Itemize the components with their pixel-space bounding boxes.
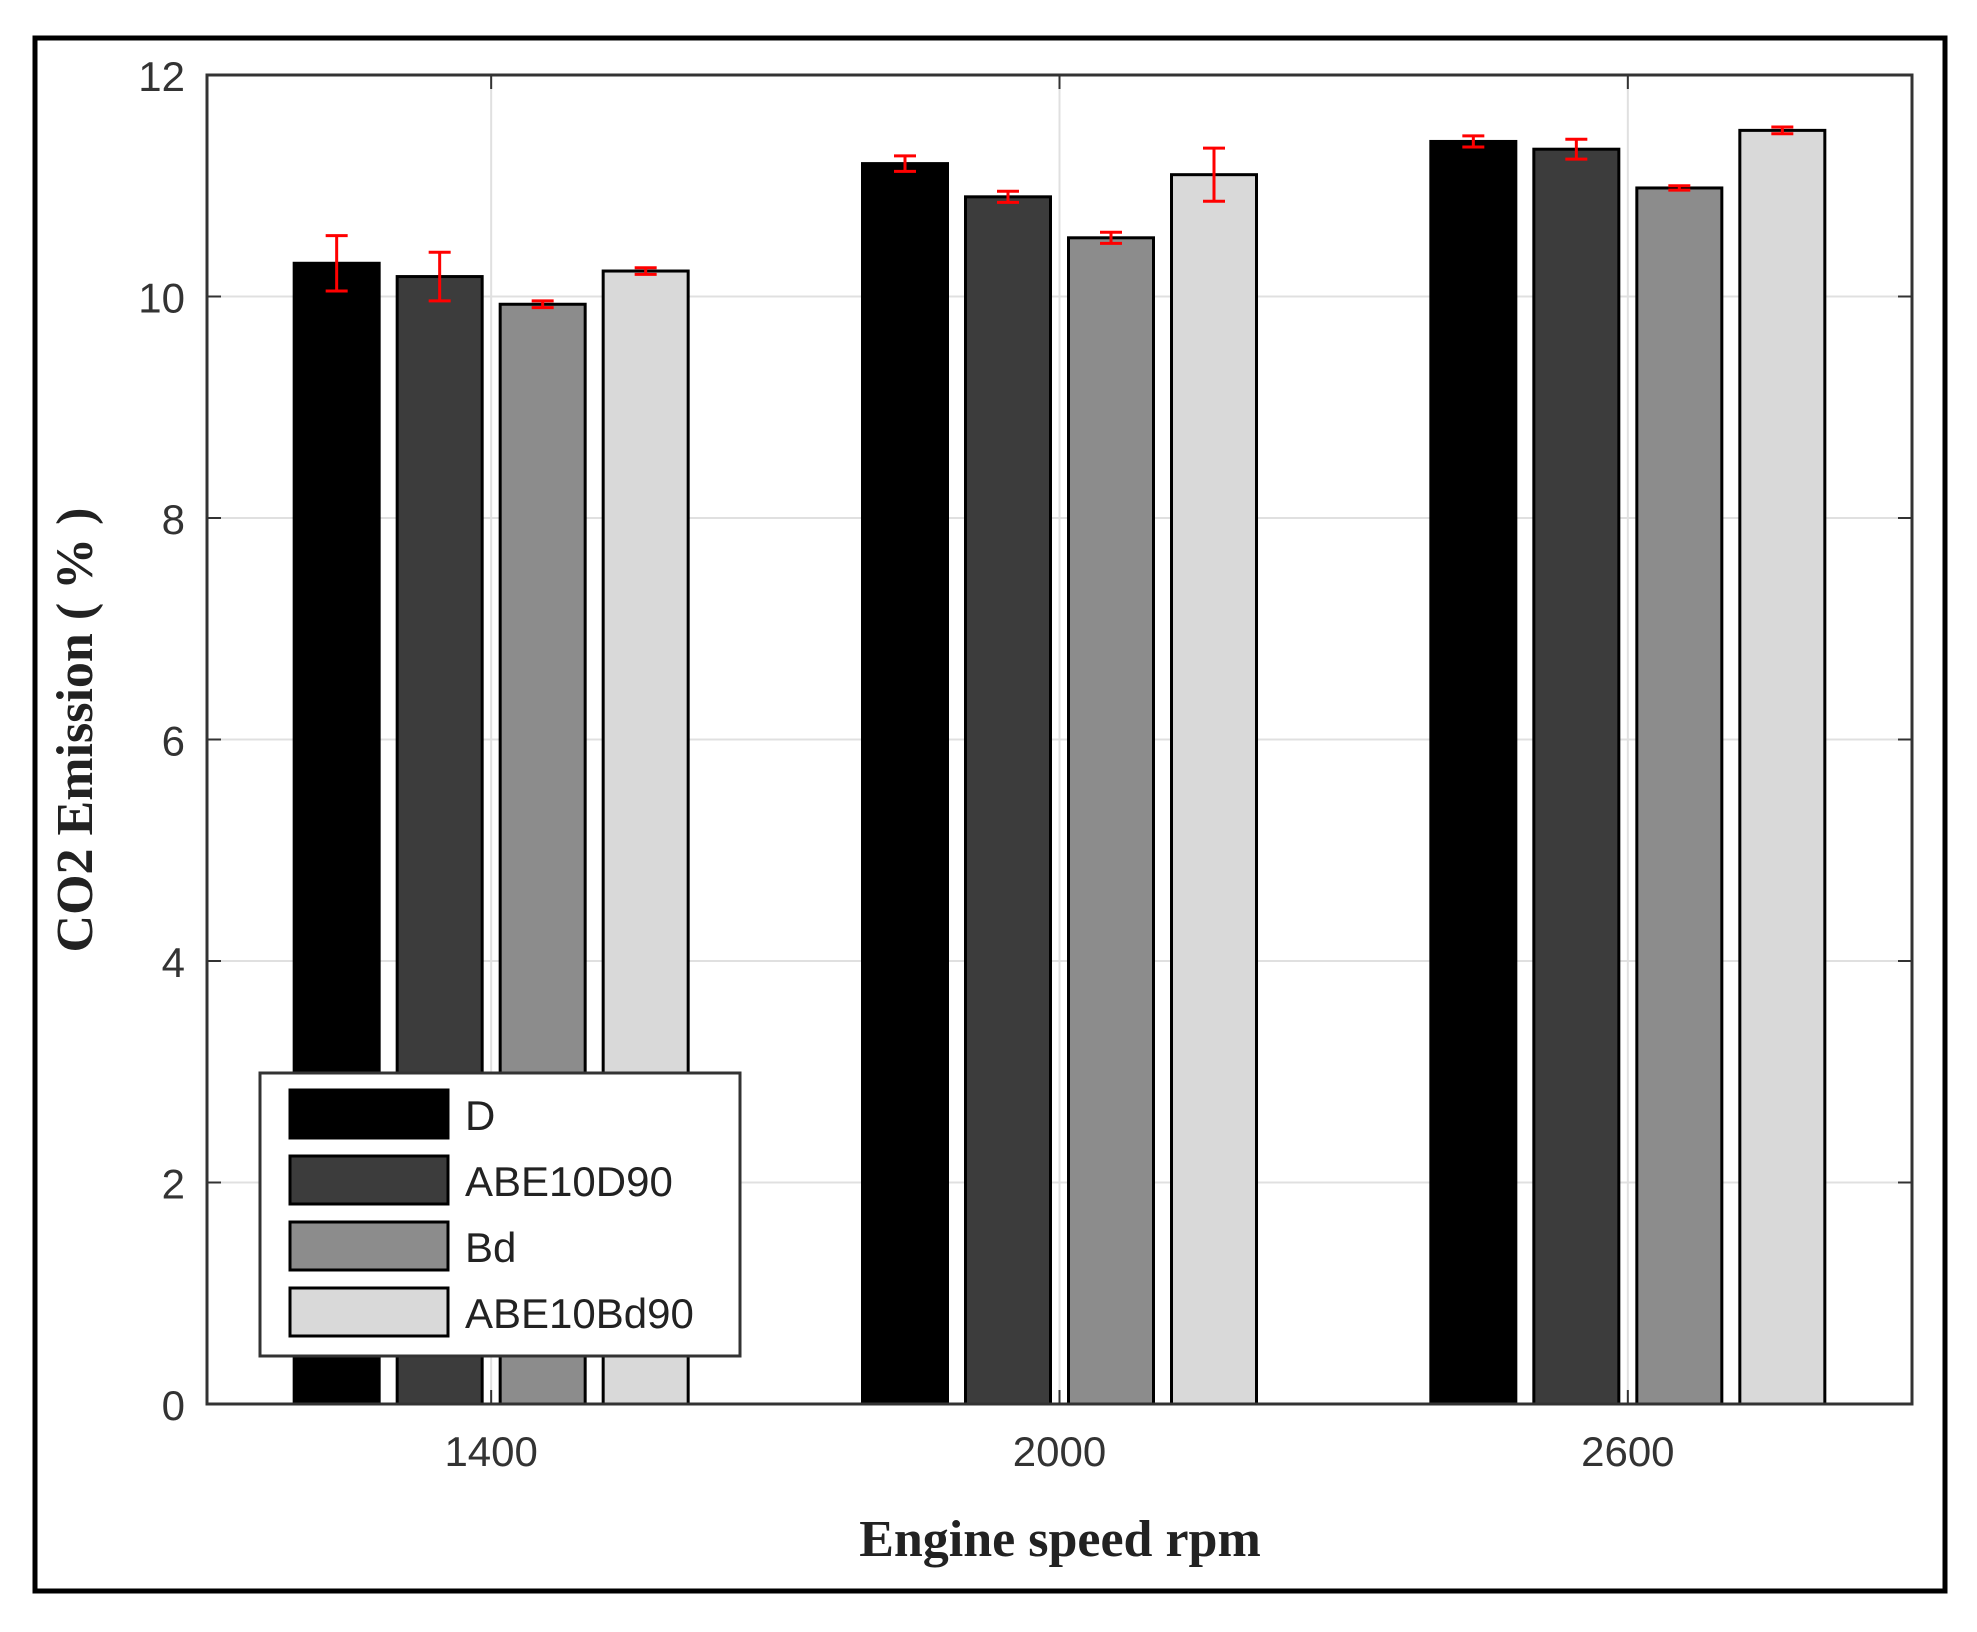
y-tick-label: 10 [138, 275, 185, 322]
x-tick-label: 1400 [444, 1428, 537, 1475]
legend-label: ABE10D90 [465, 1158, 673, 1205]
legend-label: D [465, 1092, 495, 1139]
bar [1170, 173, 1258, 1406]
bar [1429, 139, 1518, 1406]
axes: 0 2 4 6 8 10 12 1400 2000 2600 [138, 53, 1914, 1475]
y-tick-label: 4 [162, 939, 185, 986]
y-tick-label: 12 [138, 53, 185, 100]
x-axis-label: Engine speed rpm [859, 1511, 1261, 1568]
bar [1635, 186, 1724, 1406]
legend: D ABE10D90 Bd ABE10Bd90 [258, 1071, 742, 1358]
y-tick-label: 6 [162, 718, 185, 765]
bar [1532, 147, 1621, 1406]
legend-swatch [288, 1220, 450, 1272]
y-tick-label: 8 [162, 496, 185, 543]
legend-label: ABE10Bd90 [465, 1290, 694, 1337]
bar [861, 162, 949, 1406]
x-tick-label: 2600 [1581, 1428, 1674, 1475]
bar [1738, 128, 1827, 1406]
legend-swatch [288, 1154, 450, 1206]
error-bars [325, 125, 1794, 310]
y-tick-label: 0 [162, 1382, 185, 1429]
legend-label: Bd [465, 1224, 516, 1271]
bar [1067, 236, 1155, 1406]
axes-box [205, 73, 1914, 1406]
y-tick-label: 2 [162, 1161, 185, 1208]
x-tick-label: 2000 [1013, 1428, 1106, 1475]
bar [964, 195, 1052, 1406]
legend-swatch [288, 1088, 450, 1140]
legend-swatch [288, 1286, 450, 1338]
y-axis-label: CO2 Emission ( % ) [47, 508, 104, 953]
